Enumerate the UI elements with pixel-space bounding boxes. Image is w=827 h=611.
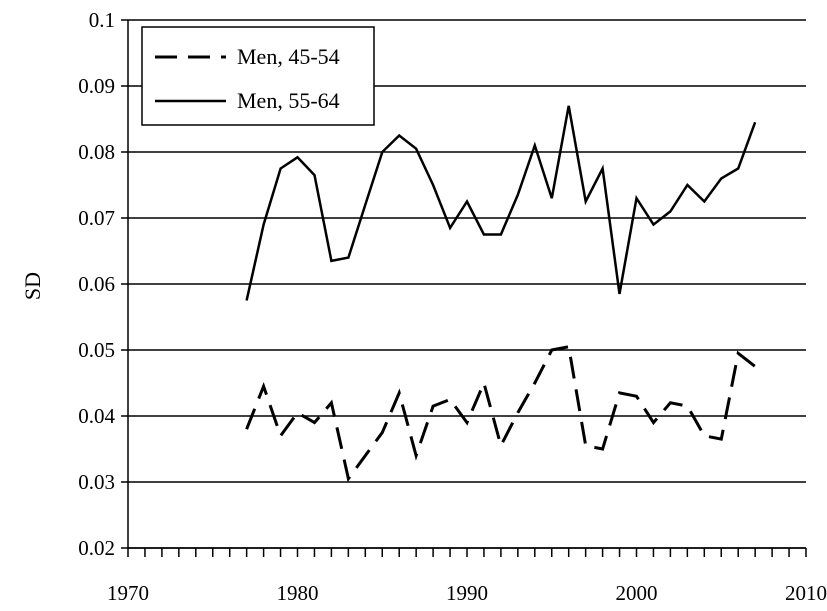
x-tick-label: 2010: [785, 581, 827, 605]
y-tick-label: 0.02: [78, 536, 115, 560]
y-tick-label: 0.07: [78, 206, 115, 230]
y-tick-labels: 0.02 0.03 0.04 0.05 0.06 0.07 0.08 0.09 0.1: [78, 8, 115, 560]
legend-box: [141, 26, 375, 126]
axes: [121, 19, 807, 557]
legend-label-men-45-54: Men, 45-54: [237, 44, 340, 69]
x-tick-labels: 1970 1980 1990 2000 2010: [107, 581, 827, 605]
y-tick-label: 0.04: [78, 404, 115, 428]
y-tick-label: 0.03: [78, 470, 115, 494]
x-tick-label: 2000: [616, 581, 658, 605]
x-tick-label: 1990: [446, 581, 488, 605]
series-line-men-55-64: [245, 105, 757, 301]
y-tick-label: 0.05: [78, 338, 115, 362]
y-tick-label: 0.06: [78, 272, 115, 296]
series-lines: [245, 105, 757, 483]
y-tick-label: 0.1: [89, 8, 115, 32]
legend: Men, 45-54 Men, 55-64: [141, 26, 375, 126]
y-tick-label: 0.09: [78, 74, 115, 98]
x-tick-label: 1970: [107, 581, 149, 605]
y-axis-label: SD: [20, 272, 45, 300]
x-tick-label: 1980: [277, 581, 319, 605]
gridlines: [128, 19, 806, 549]
series-line-men-45-54: [245, 344, 757, 483]
y-tick-label: 0.08: [78, 140, 115, 164]
legend-label-men-55-64: Men, 55-64: [237, 88, 340, 113]
